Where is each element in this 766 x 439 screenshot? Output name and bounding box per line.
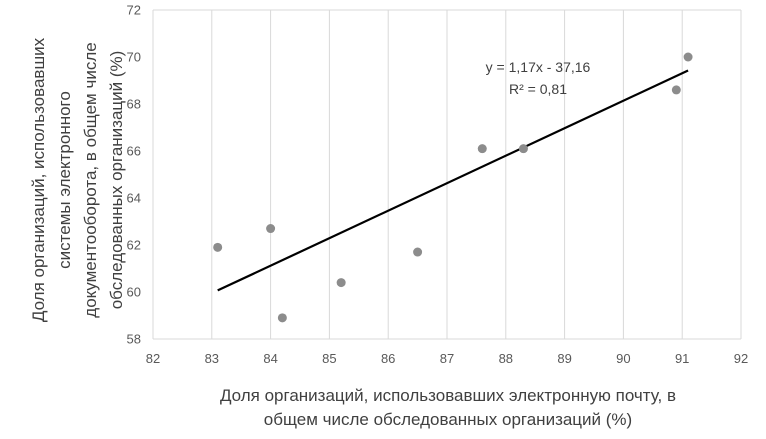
y-axis-title: Доля организаций, использовавших системы …	[29, 37, 126, 322]
x-tick-label: 88	[499, 351, 513, 366]
y-axis-title-line: Доля организаций, использовавших	[29, 37, 48, 322]
data-point	[213, 242, 223, 252]
data-point	[336, 278, 346, 288]
x-tick-label: 83	[205, 351, 219, 366]
y-tick-label: 64	[127, 191, 141, 206]
x-tick-label: 89	[557, 351, 571, 366]
trendline-layer	[217, 69, 689, 292]
data-point	[413, 247, 423, 257]
r-squared-label: R² = 0,81	[509, 81, 567, 97]
trendline-equation: y = 1,17x - 37,16	[486, 59, 591, 75]
y-axis-title-line: системы электронного	[55, 91, 74, 269]
data-point	[671, 85, 681, 95]
y-tick-label: 68	[127, 97, 141, 112]
x-axis-title-line: общем числе обследованных организаций (%…	[264, 410, 632, 429]
y-axis-title-line: документооборота, в общем числе	[81, 42, 100, 317]
y-tick-label: 72	[127, 3, 141, 18]
data-point	[266, 224, 276, 234]
x-tick-label: 90	[616, 351, 630, 366]
x-tick-label: 82	[146, 351, 160, 366]
y-tick-label: 62	[127, 238, 141, 253]
grid-layer	[152, 9, 742, 340]
x-tick-label: 84	[263, 351, 277, 366]
y-tick-label: 66	[127, 144, 141, 159]
y-tick-label: 58	[127, 332, 141, 347]
data-point	[477, 144, 487, 154]
data-point	[518, 144, 528, 154]
trendline	[217, 69, 689, 292]
data-point	[277, 313, 287, 323]
x-axis-title: Доля организаций, использовавших электро…	[220, 386, 676, 429]
x-tick-label: 85	[322, 351, 336, 366]
data-point	[683, 52, 693, 62]
x-axis-title-line: Доля организаций, использовавших электро…	[220, 386, 676, 405]
points-layer	[213, 52, 693, 323]
x-tick-label: 86	[381, 351, 395, 366]
x-tick-labels: 82 83 84 85 86 87 88 89 90 91 92	[146, 351, 748, 366]
x-tick-label: 91	[675, 351, 689, 366]
trendline-annotation: y = 1,17x - 37,16 R² = 0,81	[486, 59, 591, 97]
x-tick-label: 92	[734, 351, 748, 366]
x-tick-label: 87	[440, 351, 454, 366]
y-axis-title-line: обследованных организаций (%)	[107, 51, 126, 310]
y-tick-labels: 58 60 62 64 66 68 70 72	[127, 3, 141, 347]
y-tick-label: 60	[127, 285, 141, 300]
y-tick-label: 70	[127, 50, 141, 65]
